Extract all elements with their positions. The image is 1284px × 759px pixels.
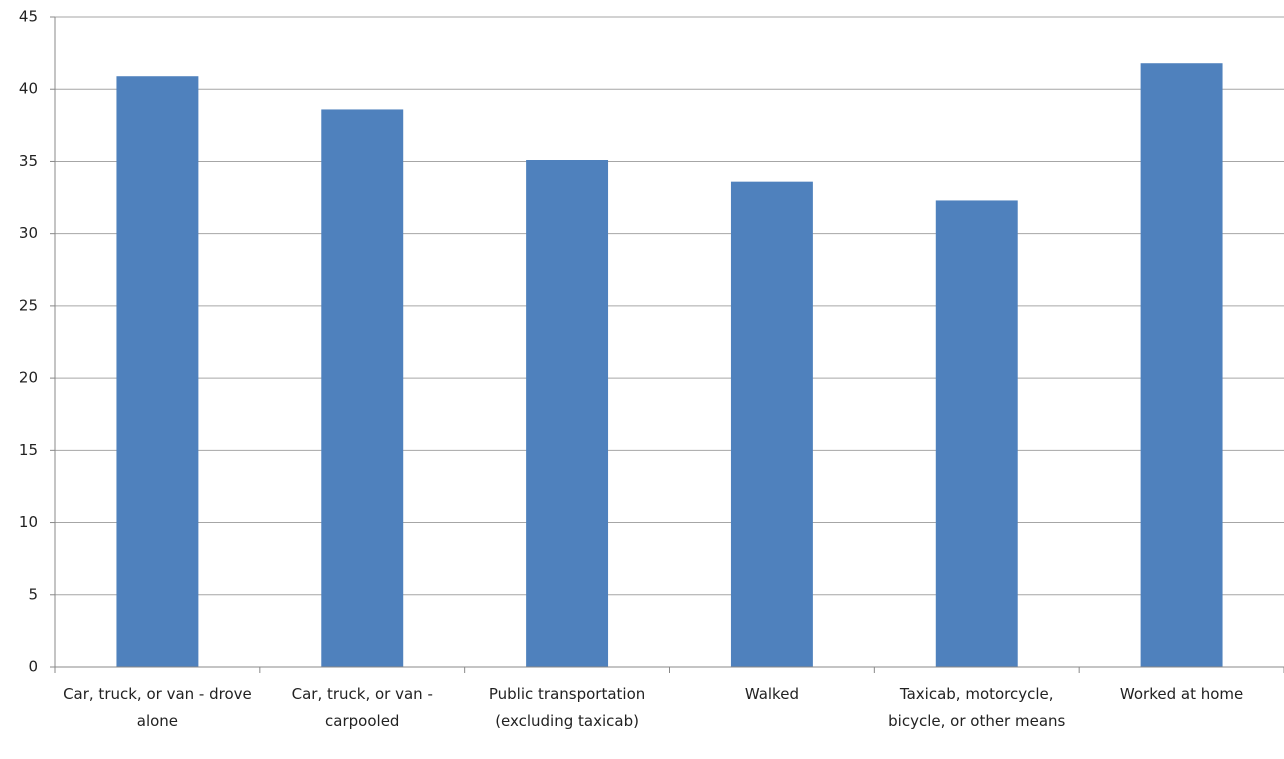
- x-tick-label: Walked: [744, 685, 799, 703]
- x-tick-label: Car, truck, or van - drove alone: [63, 685, 252, 730]
- x-tick-label: Car, truck, or van - carpooled: [291, 685, 433, 730]
- x-tick-label: Taxicab, motorcycle, bicycle, or other m…: [888, 685, 1066, 730]
- bar: [116, 76, 199, 667]
- y-tick-label: 45: [19, 8, 38, 26]
- y-tick-label: 10: [19, 513, 38, 531]
- y-tick-label: 5: [28, 585, 38, 603]
- bar: [935, 200, 1018, 667]
- x-tick-label: Public transportation (excluding taxicab…: [488, 685, 646, 730]
- bar: [321, 109, 404, 667]
- y-tick-label: 25: [19, 296, 38, 314]
- y-tick-label: 0: [28, 658, 38, 676]
- y-tick-label: 35: [19, 152, 38, 170]
- bar: [1140, 63, 1223, 667]
- y-tick-label: 15: [19, 441, 38, 459]
- y-tick-label: 20: [19, 369, 38, 387]
- y-tick-label: 40: [19, 80, 38, 98]
- bar: [526, 160, 609, 667]
- x-tick-label: Worked at home: [1119, 685, 1244, 703]
- bar: [730, 181, 813, 667]
- y-tick-label: 30: [19, 224, 38, 242]
